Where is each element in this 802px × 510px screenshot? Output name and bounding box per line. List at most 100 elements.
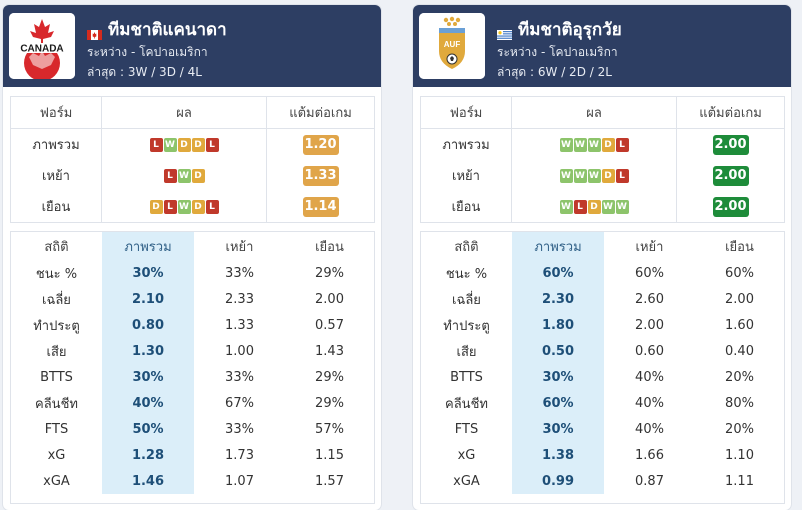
stats-table-header: สถิติ ภาพรวม เหย้า เยือน bbox=[11, 232, 374, 260]
stat-label: BTTS bbox=[40, 369, 73, 385]
stat-label: ทำประตู bbox=[33, 318, 80, 334]
stat-away-value: 29% bbox=[315, 265, 344, 281]
result-badge[interactable]: W bbox=[559, 199, 573, 214]
stat-overall-value: 0.80 bbox=[102, 312, 194, 338]
competition-label: ระหว่าง - โคปาอเมริกา bbox=[497, 45, 618, 59]
ppg-cell: 2.00 bbox=[677, 129, 784, 160]
stats-table-header: สถิติ ภาพรวม เหย้า เยือน bbox=[421, 232, 784, 260]
stat-col-header: สถิติ bbox=[44, 239, 69, 255]
stat-overall-value: 50% bbox=[102, 416, 194, 442]
result-badge[interactable]: W bbox=[573, 137, 587, 152]
stat-home-value: 2.60 bbox=[635, 291, 664, 307]
home-col-header[interactable]: เหย้า bbox=[225, 239, 254, 255]
team-card-canada: CANADA ทีมชาติแคนาดา ระหว่าง - โคปาอเมริ… bbox=[3, 5, 381, 510]
stat-overall-value: 1.80 bbox=[512, 312, 604, 338]
stat-row: xGA 0.99 0.87 1.11 bbox=[421, 468, 784, 494]
ppg-cell: 1.14 bbox=[267, 191, 374, 222]
stat-overall-value: 30% bbox=[512, 364, 604, 390]
stat-home-value: 33% bbox=[225, 265, 254, 281]
result-badge[interactable]: W bbox=[559, 137, 573, 152]
result-badge[interactable]: L bbox=[573, 199, 587, 214]
result-badge[interactable]: L bbox=[205, 199, 219, 214]
stat-home-value: 1.33 bbox=[225, 317, 254, 333]
stat-row: เฉลี่ย 2.30 2.60 2.00 bbox=[421, 286, 784, 312]
overall-col-header[interactable]: ภาพรวม bbox=[102, 232, 194, 260]
stat-row: ทำประตู 0.80 1.33 0.57 bbox=[11, 312, 374, 338]
stat-overall-value: 40% bbox=[102, 390, 194, 416]
stat-label: เสีย bbox=[456, 344, 477, 360]
form-row-label: ภาพรวม bbox=[11, 129, 102, 160]
stat-home-value: 40% bbox=[635, 369, 664, 385]
team-card-uruguay: AUF ทีมชาติอุรุกวัย ระหว่าง - โคปาอเมริก… bbox=[413, 5, 791, 510]
away-col-header[interactable]: เยือน bbox=[315, 239, 344, 255]
result-badge[interactable]: W bbox=[587, 137, 601, 152]
result-badge[interactable]: W bbox=[573, 168, 587, 183]
stat-label: xGA bbox=[453, 473, 480, 489]
ppg-cell: 2.00 bbox=[677, 191, 784, 222]
form-row: ภาพรวม W W W D L 2.00 bbox=[421, 129, 784, 160]
stat-row: FTS 30% 40% 20% bbox=[421, 416, 784, 442]
result-badge[interactable]: W bbox=[587, 168, 601, 183]
overall-col-header[interactable]: ภาพรวม bbox=[512, 232, 604, 260]
canada-flag-icon bbox=[87, 25, 102, 40]
result-badge[interactable]: D bbox=[587, 199, 601, 214]
stat-label: ชนะ % bbox=[445, 266, 488, 282]
result-badge[interactable]: D bbox=[149, 199, 163, 214]
form-row-label: ภาพรวม bbox=[421, 129, 512, 160]
form-row-label: เยือน bbox=[421, 191, 512, 222]
stat-overall-value: 1.46 bbox=[102, 468, 194, 494]
result-badge[interactable]: L bbox=[615, 137, 629, 152]
stat-away-value: 1.57 bbox=[315, 473, 344, 489]
result-badge[interactable]: W bbox=[615, 199, 629, 214]
team-name[interactable]: ทีมชาติแคนาดา bbox=[87, 16, 227, 43]
stat-label: xGA bbox=[43, 473, 70, 489]
result-badge[interactable]: W bbox=[177, 168, 191, 183]
form-row: เยือน W L D W W 2.00 bbox=[421, 191, 784, 222]
result-badge[interactable]: D bbox=[191, 168, 205, 183]
result-badge[interactable]: L bbox=[163, 199, 177, 214]
team-name[interactable]: ทีมชาติอุรุกวัย bbox=[497, 16, 622, 43]
stat-overall-value: 30% bbox=[102, 260, 194, 286]
stat-rows: ชนะ % 60% 60% 60% เฉลี่ย 2.30 2.60 2.00 ทำประตู 1… bbox=[421, 260, 784, 494]
result-badge[interactable]: W bbox=[177, 199, 191, 214]
stat-home-value: 67% bbox=[225, 395, 254, 411]
stat-label: ชนะ % bbox=[35, 266, 78, 282]
canada-team-logo[interactable]: CANADA bbox=[9, 13, 75, 79]
ppg-col-header: แต้มต่อเกม bbox=[289, 106, 352, 121]
result-badge[interactable]: W bbox=[559, 168, 573, 183]
form-row: เหย้า W W W D L 2.00 bbox=[421, 160, 784, 191]
away-col-header[interactable]: เยือน bbox=[725, 239, 754, 255]
stat-home-value: 40% bbox=[635, 421, 664, 437]
result-badge[interactable]: L bbox=[615, 168, 629, 183]
stat-row: คลีนชีท 40% 67% 29% bbox=[11, 390, 374, 416]
result-badge[interactable]: D bbox=[191, 137, 205, 152]
stat-home-value: 60% bbox=[635, 265, 664, 281]
home-col-header[interactable]: เหย้า bbox=[635, 239, 664, 255]
team-name-text[interactable]: ทีมชาติแคนาดา bbox=[108, 20, 227, 40]
result-badge[interactable]: D bbox=[601, 137, 615, 152]
result-badge[interactable]: D bbox=[601, 168, 615, 183]
stat-away-value: 60% bbox=[725, 265, 754, 281]
stat-row: ชนะ % 30% 33% 29% bbox=[11, 260, 374, 286]
stat-home-value: 1.66 bbox=[635, 447, 664, 463]
result-badge[interactable]: W bbox=[163, 137, 177, 152]
form-table-header: ฟอร์ม ผล แต้มต่อเกม bbox=[11, 97, 374, 129]
team-name-text[interactable]: ทีมชาติอุรุกวัย bbox=[518, 20, 622, 40]
svg-text:AUF: AUF bbox=[444, 40, 461, 49]
stat-away-value: 1.60 bbox=[725, 317, 754, 333]
stat-away-value: 29% bbox=[315, 369, 344, 385]
result-badge[interactable]: L bbox=[163, 168, 177, 183]
result-badge[interactable]: L bbox=[149, 137, 163, 152]
result-badge[interactable]: L bbox=[205, 137, 219, 152]
uruguay-team-logo[interactable]: AUF bbox=[419, 13, 485, 79]
result-badge[interactable]: D bbox=[191, 199, 205, 214]
recent-record: ล่าสุด : 3W / 3D / 4L bbox=[87, 65, 202, 79]
stat-overall-value: 1.30 bbox=[102, 338, 194, 364]
form-col-header: ฟอร์ม bbox=[421, 97, 512, 128]
stat-home-value: 1.00 bbox=[225, 343, 254, 359]
result-badge[interactable]: W bbox=[601, 199, 615, 214]
stat-rows: ชนะ % 30% 33% 29% เฉลี่ย 2.10 2.33 2.00 ทำประตู 0… bbox=[11, 260, 374, 494]
result-badge[interactable]: D bbox=[177, 137, 191, 152]
svg-text:CANADA: CANADA bbox=[20, 44, 63, 55]
